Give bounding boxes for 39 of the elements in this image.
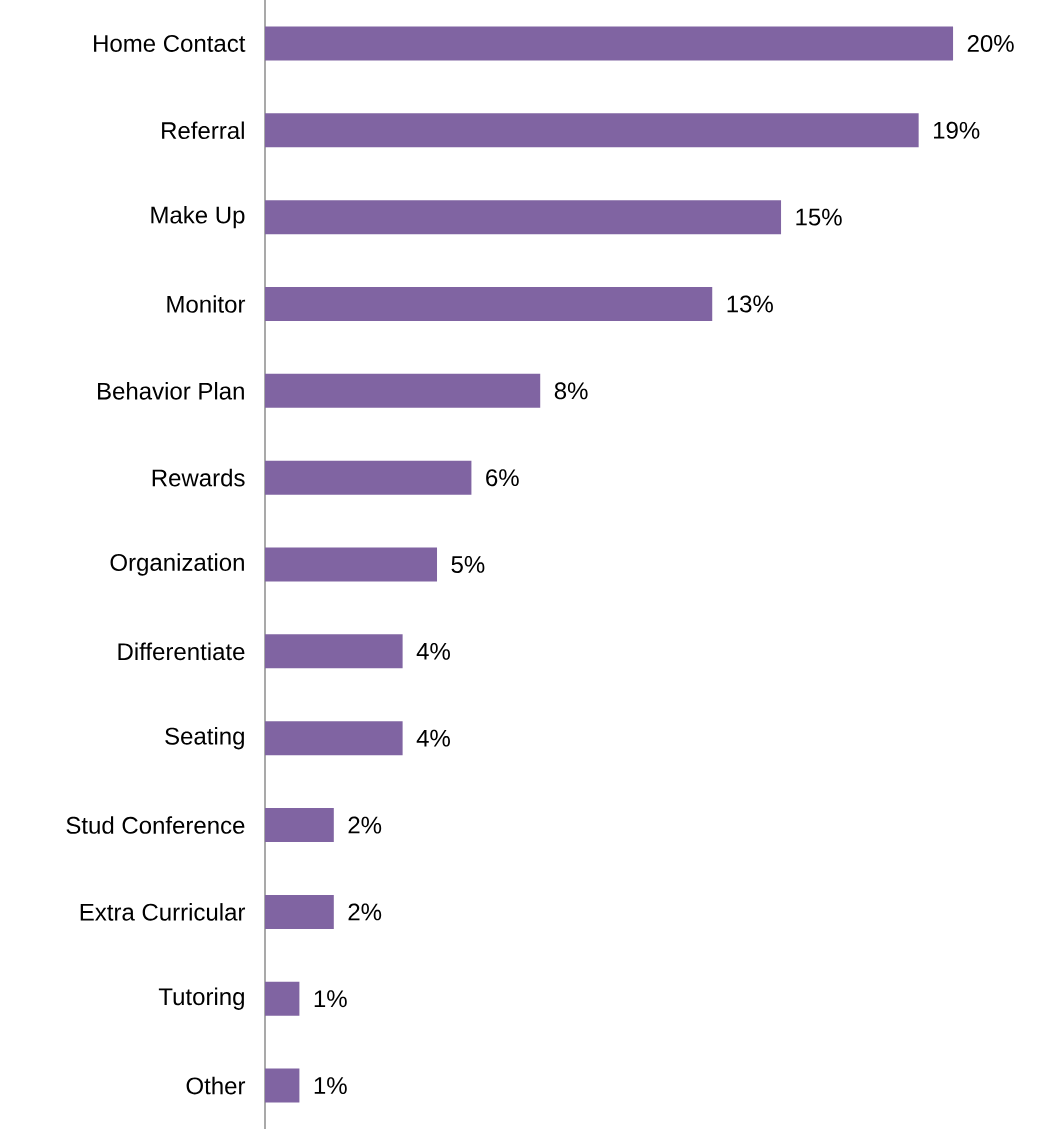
bar	[265, 373, 541, 408]
y-tick-label: Seating	[165, 727, 244, 750]
data-label: 1%	[314, 1077, 347, 1094]
data-label: 8%	[554, 382, 588, 400]
bar	[265, 547, 438, 582]
y-tick-label: Tutoring	[158, 987, 244, 1010]
y-tick-label: Differentiate	[118, 642, 245, 661]
data-label: 20%	[967, 34, 1014, 52]
bar	[265, 1068, 300, 1103]
data-label: 15%	[796, 208, 842, 226]
bar	[265, 460, 472, 495]
y-tick-label: Monitor	[167, 295, 246, 313]
data-label: 2%	[348, 903, 382, 921]
y-tick-label: Behavior Plan	[98, 382, 244, 400]
y-tick-label: Extra Curricular	[80, 903, 246, 921]
data-label: 13%	[727, 295, 773, 313]
bar	[265, 981, 300, 1016]
bar	[265, 26, 954, 61]
y-tick-label: Other	[186, 1076, 246, 1095]
data-label: 4%	[416, 729, 450, 747]
data-label: 1%	[314, 990, 347, 1008]
bar	[265, 200, 782, 235]
y-tick-label: Home Contact	[94, 34, 246, 52]
bar	[265, 808, 334, 843]
bar	[265, 721, 403, 756]
bar	[265, 286, 713, 321]
y-tick-label: Organization	[110, 553, 244, 576]
bar	[265, 634, 403, 669]
data-label: 4%	[416, 642, 450, 660]
data-label: 6%	[486, 469, 519, 487]
data-label: 5%	[451, 556, 485, 573]
bar	[265, 113, 919, 148]
y-tick-label: Stud Conference	[66, 816, 245, 834]
data-label: 2%	[348, 816, 382, 834]
y-tick-label: Referral	[162, 121, 244, 140]
y-tick-label: Rewards	[152, 468, 245, 487]
y-tick-label: Make Up	[151, 205, 245, 229]
bar	[265, 894, 334, 929]
data-label: 19%	[934, 121, 980, 139]
